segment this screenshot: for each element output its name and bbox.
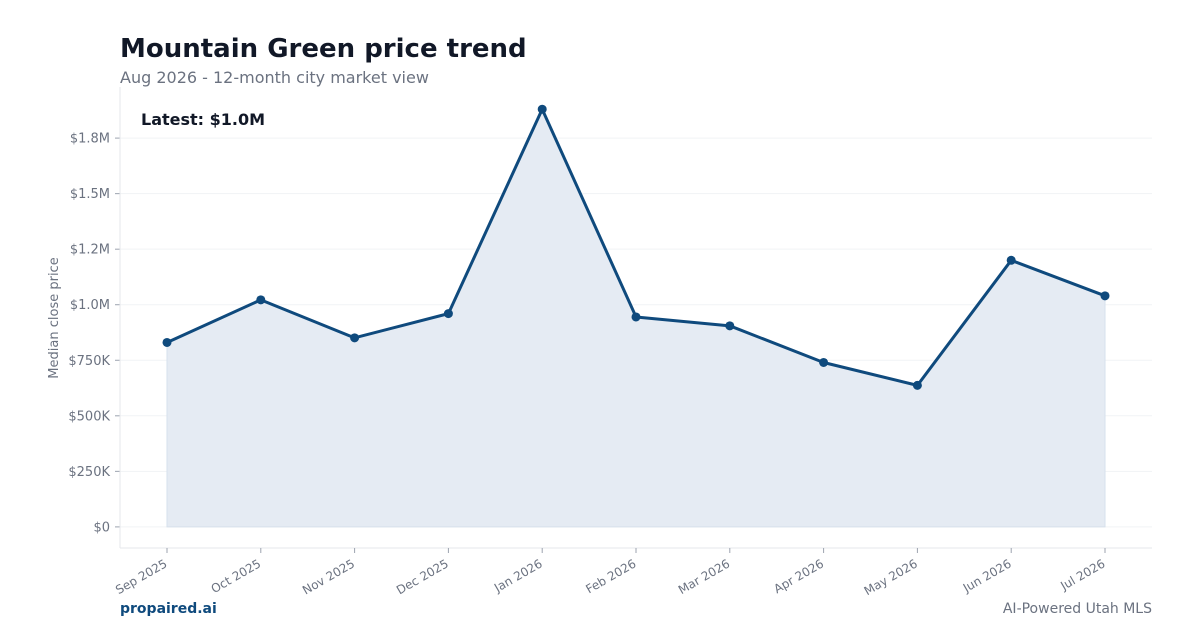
- y-tick-label: $500K: [68, 409, 110, 424]
- data-point: [1006, 255, 1016, 265]
- x-tick-label: Jan 2026: [491, 556, 545, 595]
- x-tick-label: Apr 2026: [771, 556, 826, 596]
- y-tick-label: $1.8M: [70, 132, 110, 147]
- chart-title: Mountain Green price trend: [120, 34, 527, 64]
- y-tick-label: $1.2M: [70, 243, 110, 258]
- data-point: [819, 357, 829, 367]
- latest-annotation: Latest: $1.0M: [141, 110, 265, 129]
- footer-tagline: AI-Powered Utah MLS: [1002, 601, 1152, 617]
- x-tick-label: Dec 2025: [394, 556, 451, 597]
- chart-subtitle: Aug 2026 - 12-month city market view: [120, 68, 429, 87]
- data-point: [443, 309, 453, 319]
- y-tick-label: $1.5M: [70, 187, 110, 202]
- y-tick-label: $750K: [68, 354, 110, 369]
- data-point: [162, 337, 172, 347]
- x-tick-label: Oct 2025: [209, 556, 264, 596]
- y-tick-label: $250K: [68, 465, 110, 480]
- data-point: [1100, 291, 1110, 301]
- y-tick-label: $0: [93, 520, 110, 535]
- x-tick-label: Jul 2026: [1057, 556, 1107, 593]
- data-point: [350, 333, 360, 343]
- x-tick-label: Mar 2026: [676, 556, 732, 597]
- axes: [115, 87, 1152, 553]
- x-tick-label: Nov 2025: [300, 556, 357, 597]
- data-point: [631, 312, 641, 322]
- x-tick-label: Feb 2026: [583, 556, 638, 596]
- x-tick-label: May 2026: [862, 556, 920, 598]
- brand-link[interactable]: propaired.ai: [120, 601, 217, 617]
- x-tick-label: Jun 2026: [960, 556, 1014, 595]
- y-tick-label: $1.0M: [70, 298, 110, 313]
- y-axis-title: Median close price: [47, 257, 62, 378]
- data-point: [256, 295, 266, 305]
- data-point: [537, 104, 547, 114]
- data-point: [725, 321, 735, 331]
- x-tick-label: Sep 2025: [113, 556, 169, 597]
- point-layer: [162, 104, 1110, 390]
- data-point: [912, 380, 922, 390]
